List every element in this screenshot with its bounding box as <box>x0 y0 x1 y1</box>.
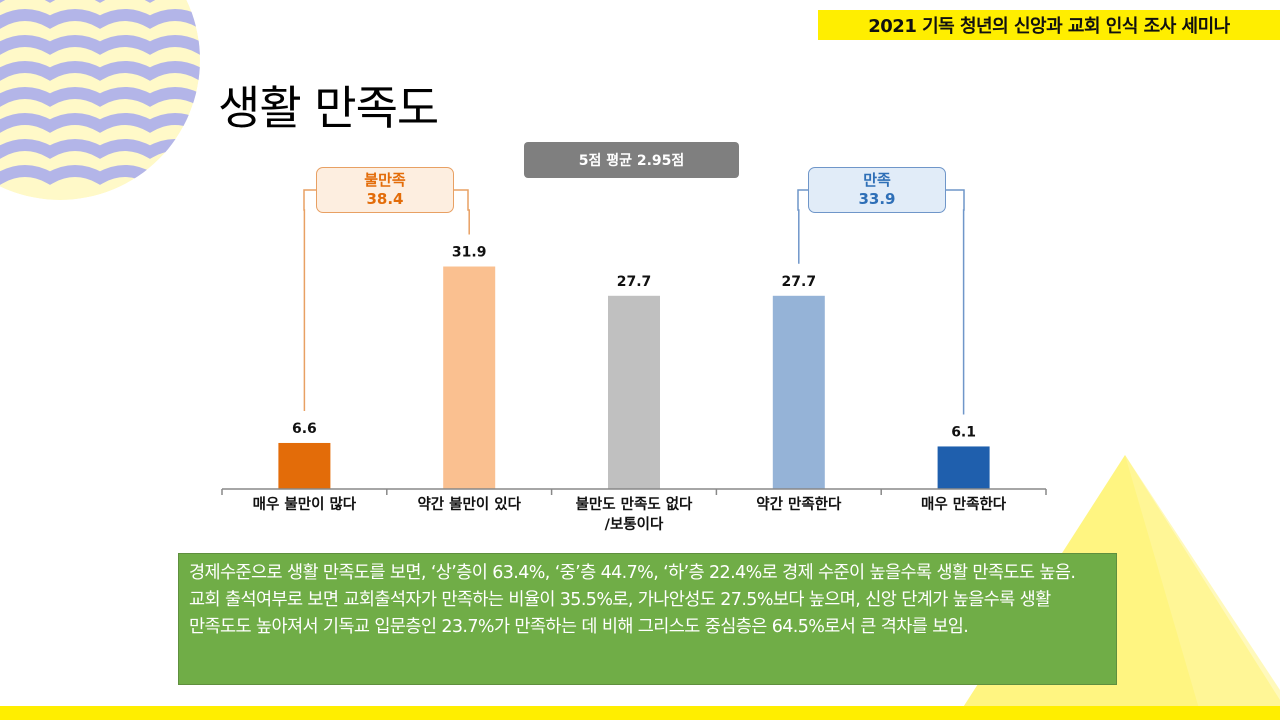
category-label: 약간 불만이 있다 <box>417 495 521 513</box>
data-label: 31.9 <box>452 244 487 260</box>
summary-text: 경제수준으로 생활 만족도를 보면, ‘상’층이 63.4%, ‘중’층 44.… <box>189 563 1076 637</box>
wave-line <box>0 35 200 55</box>
dissatisfied-bracket-right <box>454 189 470 235</box>
satisfied-bracket-left <box>797 189 808 264</box>
category-label: 매우 불만이 많다 <box>253 496 357 513</box>
bar <box>937 446 990 489</box>
category-label-line: /보통이다 <box>605 516 664 533</box>
category-label-line: 불만도 만족도 없다 <box>576 496 693 513</box>
bar <box>443 266 496 489</box>
data-label: 6.6 <box>292 421 317 437</box>
wave-line <box>0 113 200 133</box>
category-label: 불만도 만족도 없다/보통이다 <box>576 496 693 533</box>
wave-line <box>0 61 200 81</box>
bottom-stripe-decoration <box>0 706 1280 720</box>
satisfied-group-value: 33.9 <box>858 190 896 208</box>
bar <box>772 295 825 489</box>
wave-pattern-decoration <box>0 0 200 200</box>
satisfied-group-box: 만족 33.9 <box>808 167 946 213</box>
satisfied-group-label: 만족 <box>863 171 891 189</box>
wave-line <box>0 165 200 185</box>
category-label-line: 약간 만족한다 <box>756 495 842 513</box>
wave-line <box>0 9 200 29</box>
wave-line <box>0 139 200 159</box>
satisfied-bracket-right <box>946 189 965 415</box>
yellow-triangle-shade <box>1125 455 1280 712</box>
bar <box>278 442 331 489</box>
category-label-line: 약간 불만이 있다 <box>417 495 521 513</box>
category-label-line: 매우 만족한다 <box>921 496 1007 513</box>
data-label: 27.7 <box>617 274 652 290</box>
average-score-badge: 5점 평균 2.95점 <box>524 142 739 178</box>
bar <box>608 295 660 489</box>
summary-text-box: 경제수준으로 생활 만족도를 보면, ‘상’층이 63.4%, ‘중’층 44.… <box>178 553 1117 685</box>
data-label: 6.1 <box>951 424 976 440</box>
dissatisfied-group-value: 38.4 <box>366 190 404 208</box>
dissatisfied-group-label: 불만족 <box>364 171 406 189</box>
category-label-line: 매우 불만이 많다 <box>253 496 357 513</box>
category-label: 매우 만족한다 <box>921 496 1007 513</box>
category-label: 약간 만족한다 <box>756 495 842 513</box>
data-label: 27.7 <box>782 274 817 290</box>
dissatisfied-group-box: 불만족 38.4 <box>316 167 454 213</box>
page-title: 생활 만족도 <box>218 81 439 135</box>
seminar-banner: 2021 기독 청년의 신앙과 교회 인식 조사 세미나 <box>818 10 1280 40</box>
dissatisfied-bracket-left <box>303 189 316 411</box>
wave-line <box>0 87 200 107</box>
